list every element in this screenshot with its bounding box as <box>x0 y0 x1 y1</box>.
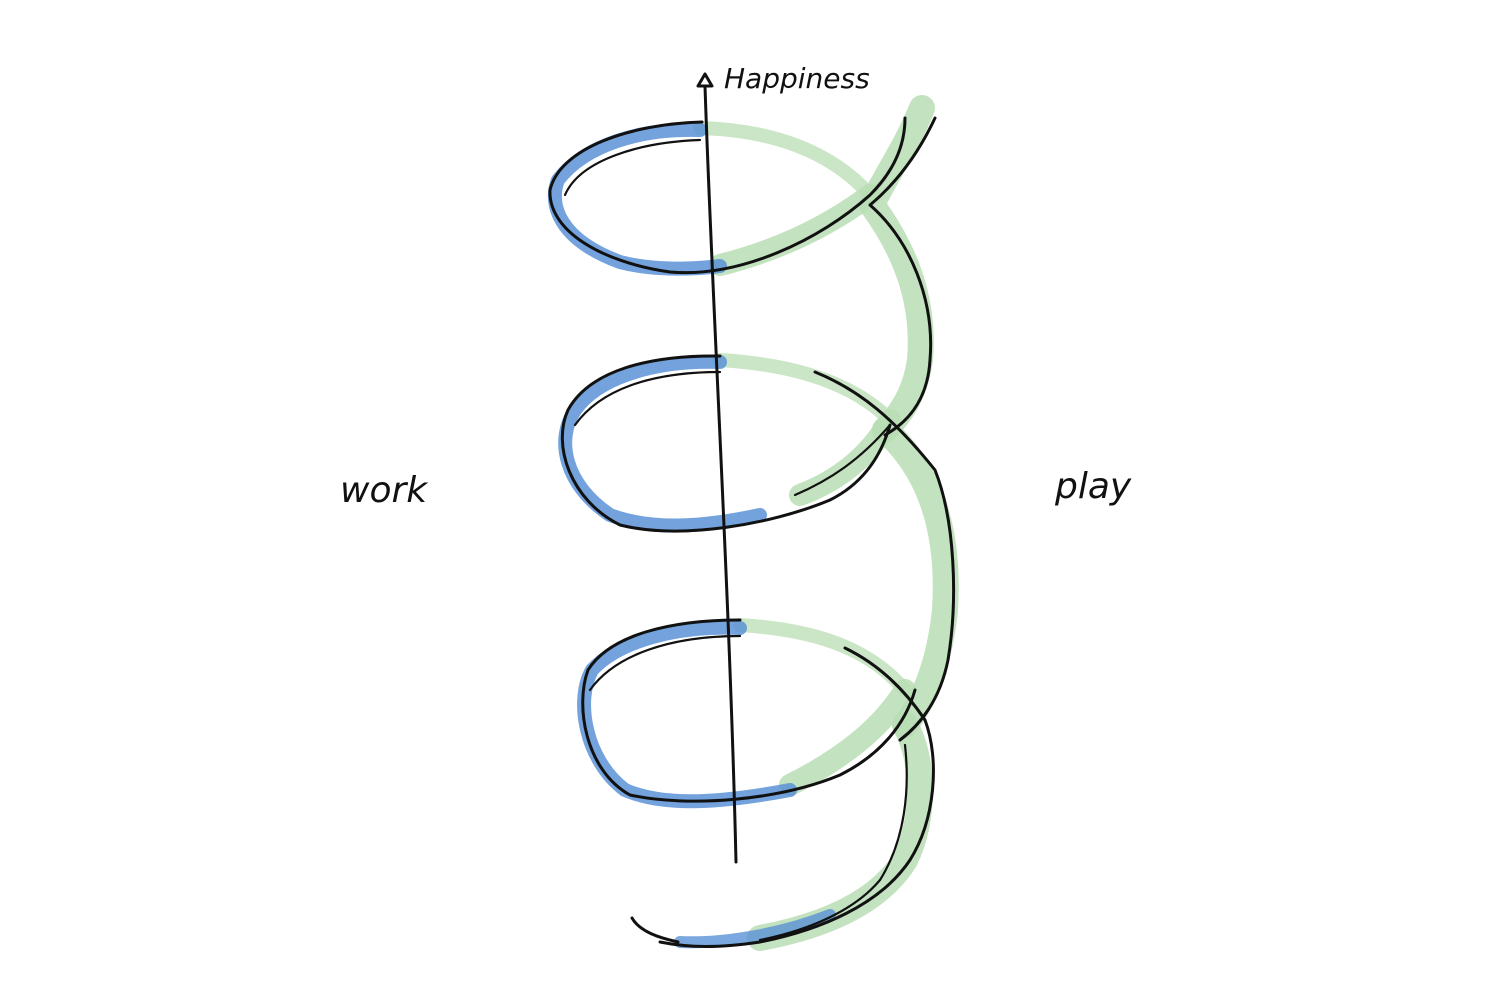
work-label: work <box>340 470 429 511</box>
spiral-outline <box>548 116 956 948</box>
axis-line <box>703 84 738 864</box>
happiness-axis <box>696 72 738 864</box>
play-label: play <box>1054 466 1132 507</box>
axis-arrowhead <box>696 72 714 88</box>
axis-label: Happiness <box>724 62 870 95</box>
play-band <box>693 95 959 951</box>
